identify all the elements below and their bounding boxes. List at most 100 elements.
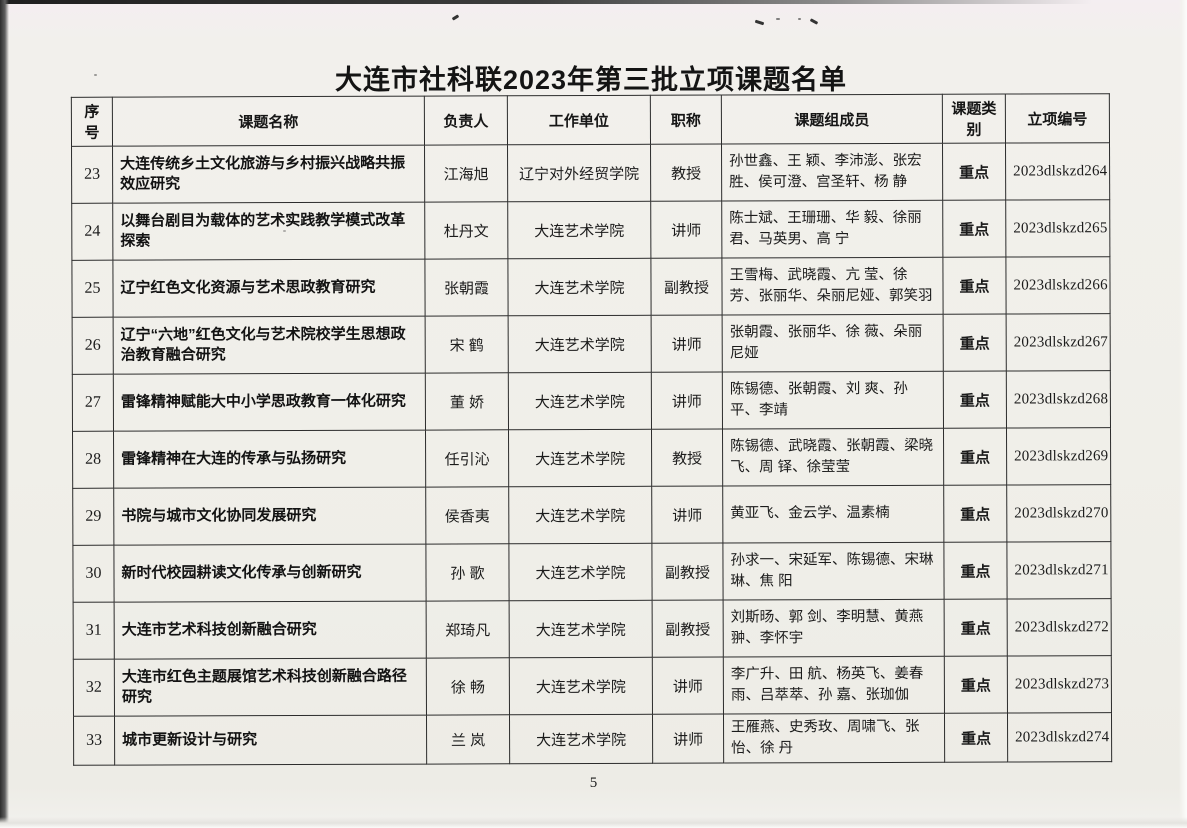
- cell-project-name: 新时代校园耕读文化传承与创新研究: [113, 544, 427, 603]
- cell-serial-number: 26: [72, 317, 114, 375]
- cell-category: 重点: [942, 143, 1006, 201]
- page-title: 大连市社科联2023年第三批立项课题名单: [334, 65, 848, 95]
- header-code: 立项编号: [1005, 93, 1110, 144]
- cell-work-unit: 大连艺术学院: [508, 429, 652, 487]
- cell-team-members: 李广升、田 航、杨英飞、姜春雨、吕萃萃、孙 嘉、张珈伽: [723, 656, 945, 715]
- cell-serial-number: 32: [73, 659, 115, 717]
- cell-category: 重点: [943, 542, 1008, 600]
- table-row: 29 书院与城市文化协同发展研究 侯香夷 大连艺术学院 讲师 黄亚飞、金云学、温…: [72, 484, 1111, 546]
- cell-serial-number: 25: [71, 260, 114, 318]
- cell-leader: 侯香夷: [425, 486, 509, 545]
- cell-team-members: 陈士斌、王珊珊、华 毅、徐丽君、马英男、高 宁: [721, 200, 943, 259]
- table-body: 23 大连传统乡土文化旅游与乡村振兴战略共振效应研究 江海旭 辽宁对外经贸学院 …: [71, 142, 1112, 766]
- cell-project-name: 雷锋精神在大连的传承与弘扬研究: [113, 430, 426, 489]
- cell-job-title: 教授: [651, 429, 723, 487]
- cell-category: 重点: [943, 485, 1007, 543]
- cell-work-unit: 大连艺术学院: [507, 201, 651, 259]
- table-row: 30 新时代校园耕读文化传承与创新研究 孙 歌 大连艺术学院 副教授 孙求一、宋…: [72, 541, 1112, 603]
- cell-job-title: 讲师: [652, 657, 724, 715]
- cell-work-unit: 大连艺术学院: [509, 600, 653, 658]
- cell-leader: 宋 鹤: [425, 315, 509, 374]
- cell-work-unit: 大连艺术学院: [508, 486, 652, 544]
- cell-approval-number: 2023dlskzd272: [1007, 598, 1112, 657]
- cell-category: 重点: [944, 599, 1008, 657]
- header-title: 职称: [650, 95, 722, 145]
- cell-work-unit: 大连艺术学院: [509, 714, 653, 764]
- cell-leader: 张朝霞: [424, 258, 509, 317]
- table-row: 23 大连传统乡土文化旅游与乡村振兴战略共振效应研究 江海旭 辽宁对外经贸学院 …: [71, 142, 1110, 204]
- cell-approval-number: 2023dlskzd271: [1006, 541, 1112, 600]
- table-row: 28 雷锋精神在大连的传承与弘扬研究 任引沁 大连艺术学院 教授 陈锡德、武晓霞…: [72, 427, 1111, 489]
- scan-speck: [809, 18, 819, 25]
- cell-work-unit: 大连艺术学院: [508, 372, 652, 430]
- cell-serial-number: 33: [73, 716, 115, 766]
- cell-project-name: 城市更新设计与研究: [114, 715, 427, 766]
- cell-approval-number: 2023dlskzd270: [1006, 484, 1111, 543]
- cell-team-members: 陈锡德、张朝霞、刘 爽、孙 平、李靖: [722, 371, 944, 430]
- cell-job-title: 讲师: [650, 201, 722, 259]
- cell-leader: 江海旭: [424, 144, 508, 203]
- cell-approval-number: 2023dlskzd273: [1007, 655, 1112, 714]
- scan-edge-top: [0, 0, 1187, 4]
- header-members: 课题组成员: [721, 94, 943, 145]
- header-unit: 工作单位: [507, 95, 651, 145]
- scan-speck: [94, 74, 97, 76]
- cell-leader: 杜丹文: [424, 201, 508, 260]
- table-row: 31 大连市艺术科技创新融合研究 郑琦凡 大连艺术学院 副教授 刘斯旸、郭 剑、…: [73, 598, 1112, 660]
- cell-work-unit: 大连艺术学院: [509, 657, 653, 715]
- cell-approval-number: 2023dlskzd265: [1005, 199, 1110, 258]
- scan-speck: [283, 230, 286, 232]
- cell-leader: 徐 畅: [426, 657, 510, 716]
- cell-job-title: 讲师: [651, 486, 723, 544]
- cell-project-name: 大连市艺术科技创新融合研究: [114, 601, 427, 660]
- cell-job-title: 讲师: [651, 372, 723, 430]
- cell-project-name: 辽宁红色文化资源与艺术思政教育研究: [112, 259, 426, 318]
- cell-team-members: 王雪梅、武晓霞、亢 莹、徐 芳、张丽华、朵丽尼娅、郭笑羽: [721, 257, 944, 316]
- cell-approval-number: 2023dlskzd266: [1005, 256, 1111, 315]
- cell-leader: 兰 岚: [426, 714, 510, 765]
- table-row: 27 雷锋精神赋能大中小学思政教育一体化研究 董 娇 大连艺术学院 讲师 陈锡德…: [72, 370, 1111, 432]
- scan-speck: [798, 18, 801, 20]
- cell-serial-number: 29: [72, 488, 114, 546]
- cell-serial-number: 28: [72, 431, 114, 489]
- cell-approval-number: 2023dlskzd264: [1005, 142, 1110, 201]
- cell-category: 重点: [943, 428, 1007, 486]
- table-row: 25 辽宁红色文化资源与艺术思政教育研究 张朝霞 大连艺术学院 副教授 王雪梅、…: [71, 256, 1111, 318]
- cell-approval-number: 2023dlskzd274: [1007, 712, 1112, 763]
- scan-speck: [754, 19, 765, 26]
- cell-work-unit: 大连艺术学院: [508, 315, 652, 373]
- cell-project-name: 大连市红色主题展馆艺术科技创新融合路径研究: [114, 658, 427, 717]
- cell-project-name: 以舞台剧目为载体的艺术实践教学模式改革探索: [112, 202, 425, 261]
- scan-speck: [776, 18, 780, 20]
- cell-leader: 任引沁: [425, 429, 509, 488]
- cell-category: 重点: [942, 257, 1007, 315]
- cell-serial-number: 24: [71, 203, 113, 261]
- cell-job-title: 副教授: [650, 258, 723, 316]
- table-row: 32 大连市红色主题展馆艺术科技创新融合路径研究 徐 畅 大连艺术学院 讲师 李…: [73, 655, 1112, 717]
- cell-leader: 孙 歌: [425, 543, 510, 602]
- header-category: 课题类别: [942, 94, 1006, 144]
- header-name: 课题名称: [112, 96, 425, 147]
- cell-category: 重点: [943, 314, 1007, 372]
- cell-job-title: 讲师: [652, 714, 724, 764]
- cell-category: 重点: [944, 713, 1008, 763]
- cell-serial-number: 27: [72, 374, 114, 432]
- table-header-row: 序号 课题名称 负责人 工作单位 职称 课题组成员 课题类别 立项编号: [71, 93, 1110, 147]
- cell-category: 重点: [942, 200, 1006, 258]
- cell-team-members: 孙求一、宋延军、陈锡德、宋琳琳、焦 阳: [722, 542, 945, 601]
- cell-work-unit: 大连艺术学院: [507, 258, 652, 316]
- cell-project-name: 雷锋精神赋能大中小学思政教育一体化研究: [113, 373, 426, 432]
- cell-team-members: 张朝霞、张丽华、徐 薇、朵丽尼娅: [722, 314, 944, 373]
- cell-leader: 郑琦凡: [426, 600, 510, 659]
- cell-approval-number: 2023dlskzd269: [1006, 427, 1111, 486]
- table-row: 24 以舞台剧目为载体的艺术实践教学模式改革探索 杜丹文 大连艺术学院 讲师 陈…: [71, 199, 1110, 261]
- cell-project-name: 书院与城市文化协同发展研究: [113, 487, 426, 546]
- table-row: 26 辽宁“六地”红色文化与艺术院校学生思想政治教育融合研究 宋 鹤 大连艺术学…: [72, 313, 1111, 375]
- cell-leader: 董 娇: [425, 372, 509, 431]
- cell-project-name: 辽宁“六地”红色文化与艺术院校学生思想政治教育融合研究: [113, 316, 426, 375]
- cell-job-title: 副教授: [652, 600, 724, 658]
- cell-team-members: 刘斯旸、郭 剑、李明慧、黄燕翀、李怀宇: [723, 599, 945, 658]
- cell-work-unit: 辽宁对外经贸学院: [507, 144, 651, 202]
- header-no: 序号: [71, 97, 113, 147]
- page-number: 5: [589, 775, 598, 791]
